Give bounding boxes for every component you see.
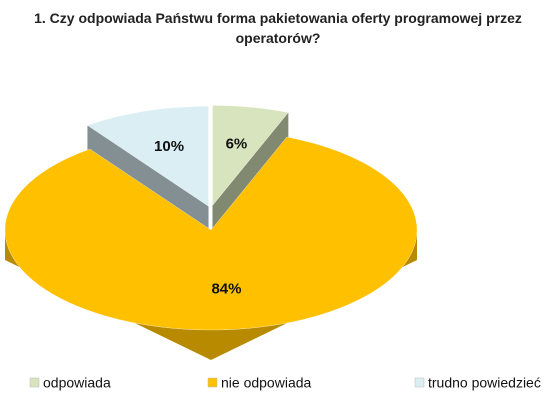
legend-label: odpowiada: [43, 375, 111, 391]
data-label: 84%: [211, 280, 241, 297]
slice: [212, 105, 289, 207]
data-label: 10%: [154, 138, 184, 155]
chart-title: 1. Czy odpowiada Państwu forma pakietowa…: [34, 10, 522, 46]
legend-swatch: [414, 377, 425, 388]
slice-side: [5, 230, 417, 360]
slice: [86, 105, 209, 207]
legend-label: trudno powiedzieć: [428, 375, 541, 391]
legend-swatch: [29, 377, 40, 388]
data-label: 6%: [226, 136, 248, 153]
legend-swatch: [207, 377, 218, 388]
legend-label: nie odpowiada: [221, 375, 312, 391]
slice: [4, 136, 418, 331]
